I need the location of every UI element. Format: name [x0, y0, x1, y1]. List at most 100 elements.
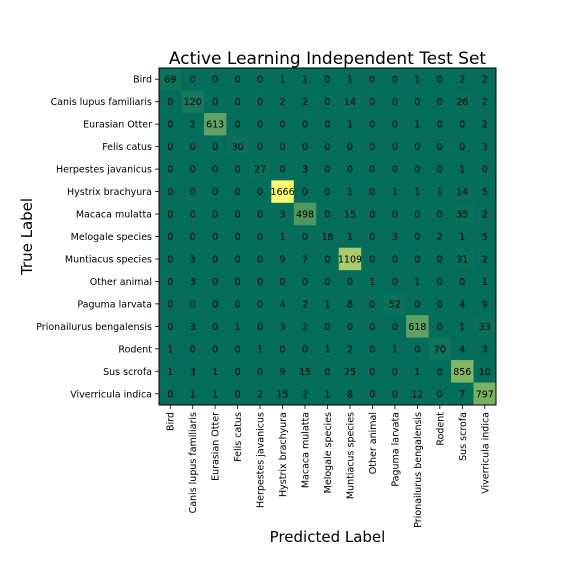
- heatmap-cell: [338, 292, 362, 316]
- heatmap-cell: [361, 360, 385, 383]
- heatmap-cell: [316, 68, 340, 91]
- heatmap-cell: [293, 270, 317, 294]
- cell-value: 1: [347, 75, 353, 86]
- heatmap-cell: [406, 202, 429, 226]
- cell-value: 0: [167, 165, 173, 176]
- cell-value: 0: [369, 120, 375, 131]
- heatmap-cell: [226, 247, 250, 271]
- heatmap-cell: [248, 135, 272, 159]
- heatmap-cell: [226, 135, 250, 159]
- y-tick-label: Melogale species: [71, 232, 152, 243]
- cell-value: 0: [212, 75, 218, 86]
- heatmap-cell: [226, 112, 250, 136]
- heatmap-cell: [451, 180, 474, 204]
- cell-value: 120: [184, 97, 202, 108]
- cell-value: 0: [235, 75, 241, 86]
- heatmap-cell: [226, 270, 250, 294]
- cell-value: 0: [235, 367, 241, 378]
- heatmap-cell: [181, 157, 205, 181]
- y-axis-ticks: Bird Canis lupus familiaris Eurasian Otter…: [36, 75, 159, 400]
- heatmap-cell: [406, 180, 429, 204]
- heatmap-cell: [248, 315, 272, 338]
- heatmap-cell: [293, 225, 317, 249]
- cell-value: 0: [414, 165, 420, 176]
- heatmap-cell: [181, 337, 205, 361]
- cell-value: 0: [324, 97, 330, 108]
- cell-value: 1: [392, 187, 398, 198]
- heatmap-cell: [271, 135, 295, 159]
- cell-value: 0: [190, 210, 196, 221]
- cell-value: 0: [302, 232, 308, 243]
- cell-value: 0: [167, 210, 173, 221]
- cell-value: 1: [347, 232, 353, 243]
- cell-value: 0: [414, 254, 420, 265]
- cell-value: 0: [392, 97, 398, 108]
- heatmap-cell: [338, 270, 362, 294]
- cell-value: 856: [453, 367, 471, 378]
- cell-value: 0: [167, 254, 173, 265]
- heatmap-cell: [159, 382, 182, 406]
- heatmap-cell: [361, 112, 385, 136]
- cell-value: 0: [347, 322, 353, 333]
- cell-value: 0: [280, 165, 286, 176]
- cell-value: 0: [212, 142, 218, 153]
- cell-value: 2: [190, 120, 196, 131]
- heatmap-cell: [451, 157, 474, 181]
- cell-value: 2: [302, 299, 308, 310]
- heatmap-cell: [181, 292, 205, 316]
- heatmap-cell: [406, 270, 429, 294]
- cell-value: 0: [257, 254, 263, 265]
- cell-value: 0: [324, 277, 330, 288]
- heatmap-cell: [428, 68, 452, 91]
- heatmap-cell: [293, 382, 317, 406]
- cell-value: 1: [392, 344, 398, 355]
- cell-value: 0: [167, 277, 173, 288]
- cell-value: 1: [167, 344, 173, 355]
- heatmap-cell: [383, 337, 407, 361]
- heatmap-cell: [451, 68, 474, 91]
- cell-value: 0: [392, 254, 398, 265]
- heatmap-cell: [451, 292, 474, 316]
- heatmap-cell: [203, 157, 227, 181]
- y-tick-label: Prionailurus bengalensis: [36, 322, 152, 333]
- cell-value: 2: [437, 232, 443, 243]
- cell-value: 14: [344, 97, 356, 108]
- heatmap-cell: [406, 337, 429, 361]
- heatmap-cell: [248, 90, 272, 114]
- cell-value: 9: [280, 367, 286, 378]
- heatmap-cell: [271, 382, 295, 406]
- heatmap-cell: [159, 360, 182, 383]
- cell-value: 0: [324, 187, 330, 198]
- heatmap-cell: [271, 112, 295, 136]
- heatmap-cell: [406, 68, 429, 91]
- heatmap-cell: [361, 180, 385, 204]
- heatmap-cell: [428, 225, 452, 249]
- cell-value: 0: [190, 232, 196, 243]
- cell-value: 0: [347, 277, 353, 288]
- cell-value: 0: [167, 389, 173, 400]
- cell-value: 0: [392, 165, 398, 176]
- heatmap-cell: [316, 202, 340, 226]
- heatmap-cell: [293, 180, 317, 204]
- heatmap-cell: [293, 68, 317, 91]
- cell-value: 0: [235, 97, 241, 108]
- cell-value: 15: [299, 367, 311, 378]
- heatmap-cell: [406, 292, 429, 316]
- cell-value: 1666: [270, 187, 294, 198]
- cell-value: 0: [414, 142, 420, 153]
- cell-value: 0: [369, 97, 375, 108]
- heatmap-cell: [293, 202, 317, 226]
- cell-value: 0: [280, 142, 286, 153]
- heatmap-cell: [293, 157, 317, 181]
- heatmap-cell: [159, 247, 182, 271]
- heatmap-cell: [181, 360, 205, 383]
- heatmap-cell: [316, 112, 340, 136]
- heatmap-cell: [451, 337, 474, 361]
- cell-value: 12: [411, 389, 423, 400]
- heatmap-cell: [226, 202, 250, 226]
- cell-value: 0: [437, 322, 443, 333]
- heatmap-cell: [428, 180, 452, 204]
- cell-value: 2: [482, 97, 488, 108]
- heatmap-cell: [248, 157, 272, 181]
